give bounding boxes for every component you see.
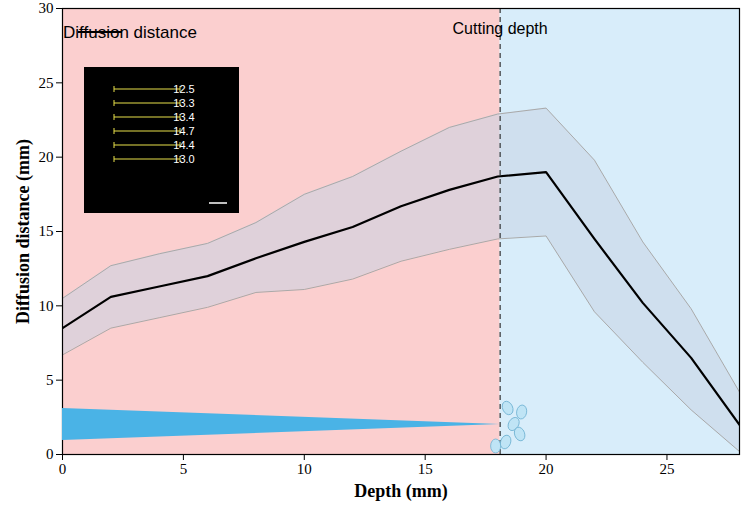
svg-text:0: 0 (59, 461, 67, 477)
svg-text:0: 0 (46, 446, 54, 462)
svg-text:15: 15 (418, 461, 433, 477)
svg-text:13.3: 13.3 (173, 97, 194, 109)
svg-text:Depth (mm): Depth (mm) (354, 481, 447, 502)
svg-text:10: 10 (297, 461, 312, 477)
svg-text:25: 25 (39, 75, 54, 91)
svg-text:Diffusion distance (mm): Diffusion distance (mm) (13, 139, 34, 324)
svg-text:13.4: 13.4 (173, 111, 194, 123)
svg-text:5: 5 (180, 461, 188, 477)
svg-text:Diffusion distance: Diffusion distance (63, 23, 197, 42)
svg-text:14.7: 14.7 (173, 125, 194, 137)
svg-text:12.5: 12.5 (173, 83, 194, 95)
svg-text:20: 20 (39, 149, 54, 165)
svg-text:20: 20 (539, 461, 554, 477)
svg-text:15: 15 (39, 223, 54, 239)
svg-text:10: 10 (39, 298, 54, 314)
svg-text:5: 5 (46, 372, 54, 388)
svg-text:14.4: 14.4 (173, 139, 194, 151)
svg-text:13.0: 13.0 (173, 153, 194, 165)
svg-text:30: 30 (39, 0, 54, 16)
svg-text:25: 25 (659, 461, 674, 477)
svg-text:Cutting depth: Cutting depth (453, 20, 548, 37)
